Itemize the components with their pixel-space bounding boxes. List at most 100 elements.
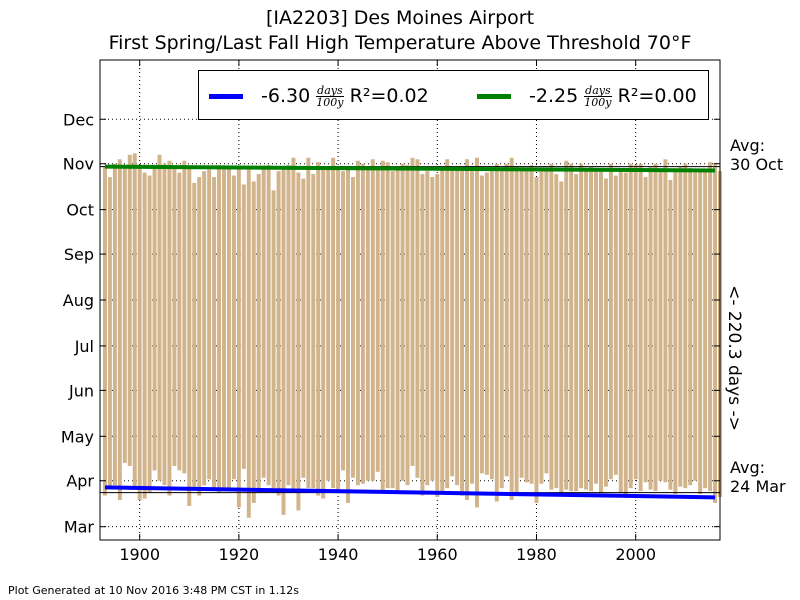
season-bar-1998 xyxy=(623,172,628,498)
season-bar-1988 xyxy=(574,174,579,492)
season-bar-2011 xyxy=(688,168,693,486)
season-bar-1990 xyxy=(584,171,589,490)
season-bar-1967 xyxy=(470,171,474,484)
season-bar-1966 xyxy=(465,159,470,500)
y-tick-label: Jul xyxy=(74,337,94,356)
season-bar-1904 xyxy=(157,154,162,481)
fall-average-label: Avg: xyxy=(730,136,766,155)
legend-spring-r2: R²=0.02 xyxy=(349,85,429,107)
x-tick-label: 1920 xyxy=(219,545,260,564)
season-bar-1908 xyxy=(177,172,182,471)
season-bar-1968 xyxy=(474,157,479,508)
season-bar-1983 xyxy=(549,163,554,490)
season-bar-1935 xyxy=(311,174,316,489)
season-bar-1893 xyxy=(102,166,107,496)
season-bar-1975 xyxy=(509,157,514,500)
season-bar-1972 xyxy=(494,163,499,502)
season-bar-1938 xyxy=(326,166,331,481)
season-bar-1989 xyxy=(579,163,584,489)
season-bar-1897 xyxy=(122,165,127,463)
season-bar-1977 xyxy=(519,171,524,478)
legend-fall-units-num: days xyxy=(584,83,612,97)
x-tick-label: 1980 xyxy=(516,545,557,564)
spring-average-label: Avg: xyxy=(730,458,766,477)
season-bar-1951 xyxy=(390,171,395,489)
y-tick-label: Dec xyxy=(63,110,94,129)
season-bar-1984 xyxy=(554,174,559,489)
season-bar-2009 xyxy=(678,166,683,487)
season-bar-1916 xyxy=(217,165,222,493)
season-bar-1937 xyxy=(321,169,326,499)
y-tick-label: May xyxy=(61,427,94,446)
season-bar-1920 xyxy=(236,166,241,508)
season-bar-1961 xyxy=(440,168,445,495)
season-bar-1959 xyxy=(430,177,435,481)
season-bar-1987 xyxy=(569,163,574,492)
season-bar-1969 xyxy=(479,175,484,474)
season-bar-1915 xyxy=(212,177,217,489)
season-bar-2014 xyxy=(703,171,708,489)
season-bar-1953 xyxy=(400,163,405,481)
season-bar-1921 xyxy=(241,184,246,469)
legend-spring-units: days 100y xyxy=(316,85,344,108)
season-bar-1910 xyxy=(187,166,192,506)
season-bar-1894 xyxy=(107,177,112,489)
bars-layer xyxy=(102,153,722,518)
season-bar-2004 xyxy=(653,163,658,492)
season-bar-1945 xyxy=(360,163,365,484)
season-bar-1948 xyxy=(375,166,380,472)
season-bar-1946 xyxy=(365,169,370,481)
season-bar-1914 xyxy=(207,169,212,480)
season-bar-2005 xyxy=(658,169,663,481)
season-bar-1929 xyxy=(281,166,286,515)
season-bar-1913 xyxy=(202,171,207,486)
season-bar-1960 xyxy=(435,174,440,498)
season-bar-1956 xyxy=(415,159,420,478)
season-bar-1922 xyxy=(246,169,251,518)
season-bar-1939 xyxy=(331,157,336,489)
season-bar-1912 xyxy=(197,177,202,496)
season-bar-1958 xyxy=(425,171,430,486)
legend: -6.30 days 100y R²=0.02 -2.25 days 100y … xyxy=(198,70,709,120)
season-bar-1973 xyxy=(499,169,504,489)
season-bar-1923 xyxy=(251,181,256,503)
season-bar-1898 xyxy=(127,154,132,466)
season-bar-1999 xyxy=(628,163,633,489)
season-bar-1995 xyxy=(608,163,613,480)
spring-trend-line xyxy=(104,485,716,500)
x-tick-label: 1900 xyxy=(119,545,160,564)
y-tick-label: Aug xyxy=(63,291,94,310)
season-bar-2003 xyxy=(648,166,653,490)
lines-layer xyxy=(100,164,720,500)
season-bar-1919 xyxy=(231,175,236,480)
season-bar-1964 xyxy=(455,169,460,486)
axes-layer: 1900 1920 1940 1960 1980 2000 Mar Apr May Jun Jul A… xyxy=(61,59,721,564)
x-tick-label: 1960 xyxy=(417,545,458,564)
season-bar-1931 xyxy=(291,157,296,492)
fall-trend-line xyxy=(104,164,716,173)
season-bar-1991 xyxy=(589,166,594,492)
x-tick-label: 1940 xyxy=(318,545,359,564)
legend-fall-units-den: 100y xyxy=(584,95,612,109)
season-bar-1928 xyxy=(276,171,281,496)
legend-item-spring: -6.30 days 100y R²=0.02 xyxy=(209,81,429,111)
season-bar-1952 xyxy=(395,168,400,493)
season-bar-1970 xyxy=(484,172,489,475)
season-bar-2007 xyxy=(668,180,673,490)
season-bar-1932 xyxy=(296,172,301,511)
season-bar-1978 xyxy=(524,169,529,483)
season-bar-1950 xyxy=(385,162,390,489)
season-bar-1933 xyxy=(301,178,306,478)
season-bar-1979 xyxy=(529,165,534,484)
season-bar-1909 xyxy=(182,160,187,474)
season-length-annotation: <- 220.3 days -> xyxy=(724,285,744,431)
chart-title-line2: First Spring/Last Fall High Temperature … xyxy=(108,32,692,54)
season-bar-2006 xyxy=(663,159,668,483)
season-bar-2001 xyxy=(638,163,643,492)
season-bar-1905 xyxy=(162,163,167,486)
season-bar-1947 xyxy=(370,159,375,481)
season-bar-1965 xyxy=(460,169,465,496)
season-bar-1980 xyxy=(534,177,539,503)
season-bar-2016 xyxy=(713,163,718,503)
season-bar-1896 xyxy=(117,159,122,500)
